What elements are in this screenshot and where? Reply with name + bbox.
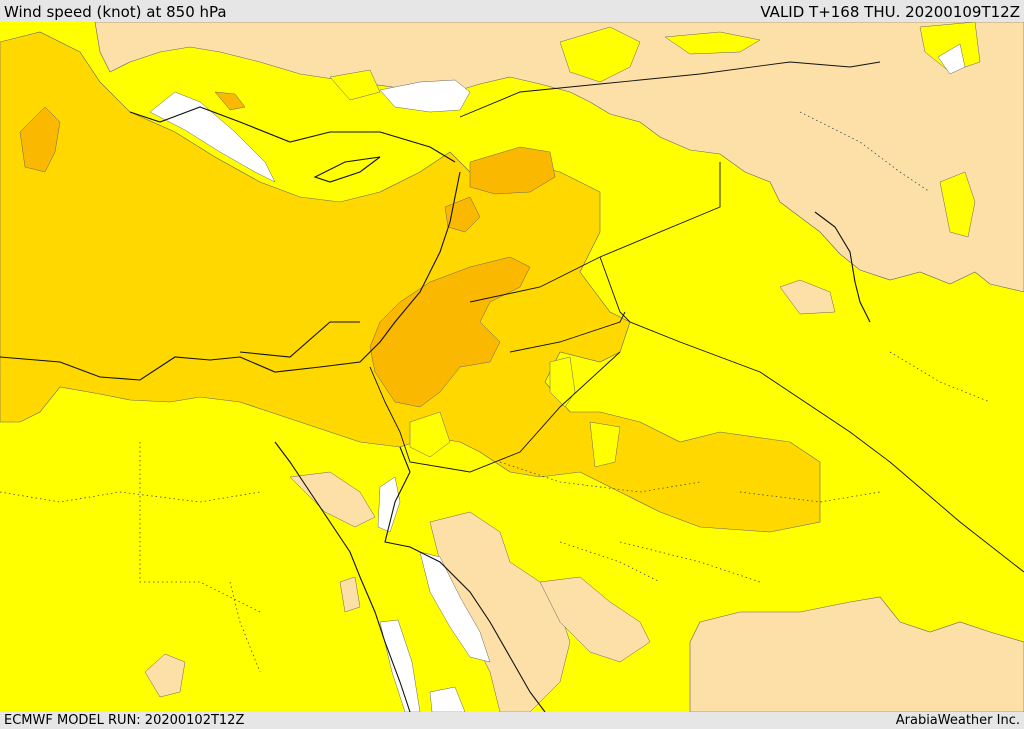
white-calm-red-sea-west [379,619,421,712]
credit-label: ArabiaWeather Inc. [895,713,1020,728]
tan-patch-egypt [144,653,186,698]
header-bar: Wind speed (knot) at 850 hPa VALID T+168… [0,0,1024,22]
yellow-patch-north-small [329,69,381,101]
yellow-patch-iran-lake [939,171,976,238]
admin-boundaries [0,111,991,673]
orange-core-aegean [214,91,246,111]
white-calm-south-edge [429,686,466,712]
tan-patch-nile [339,576,361,613]
valid-time: VALID T+168 THU. 20200109T12Z [760,3,1020,21]
orange-core-levant [369,256,531,408]
white-calm-red-sea [419,551,491,663]
yellow-patch-sinai [409,411,451,458]
tan-region-arabia-south [689,596,1024,712]
white-calm-caspian [937,43,966,75]
coastlines [0,106,871,712]
model-run-label: ECMWF MODEL RUN: 20200102T12Z [4,713,245,728]
orange-core-west [19,106,61,173]
orange-core-syria [469,146,556,195]
tan-patch-sinai [289,471,376,528]
white-calm-gulf-suez [377,476,401,533]
tan-patch-iraq [779,279,836,315]
yellow-patch-arabia-gold [549,356,576,408]
yellow-patch-gold-south [589,421,621,468]
yellow-patch-caspian-west [559,26,641,83]
footer-bar: ECMWF MODEL RUN: 20200102T12Z ArabiaWeat… [0,712,1024,729]
gold-region-mediterranean [0,31,821,533]
white-calm-black-sea [379,79,471,113]
map-title: Wind speed (knot) at 850 hPa [4,3,227,21]
country-borders [369,61,1024,573]
tan-region-north [94,22,1024,293]
wind-speed-map[interactable] [0,22,1024,712]
tan-region-mid-arabia [539,576,651,663]
yellow-patch-north-mid [664,31,761,55]
